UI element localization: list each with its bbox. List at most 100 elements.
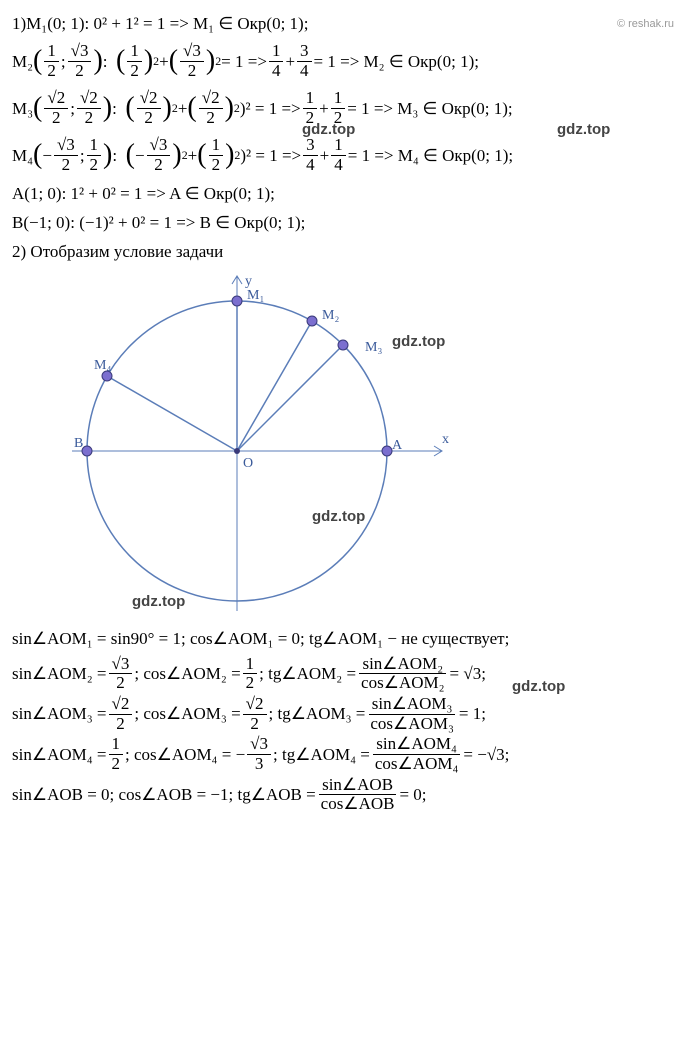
paren-sq: ): [206, 39, 215, 84]
m3-label: M₃: [12, 95, 33, 122]
m4-label: M₄: [12, 142, 33, 169]
frac: 12: [109, 735, 124, 773]
svg-text:B: B: [74, 436, 83, 451]
eq: )² = 1 =>: [240, 142, 301, 169]
frac: sin∠AOBcos∠AOB: [318, 776, 398, 814]
eq: = 1 =>: [221, 48, 267, 75]
plus: +: [159, 48, 169, 75]
neg: −: [42, 142, 52, 169]
tail: = 1 => M₄ ∈ Окр(0; 1);: [348, 142, 513, 169]
paren-close: ): [93, 39, 102, 84]
paren-open: (: [169, 39, 178, 84]
frac: 12: [243, 655, 258, 693]
svg-text:y: y: [245, 274, 252, 289]
gdz-watermark: gdz.top: [312, 505, 365, 529]
frac: √22: [109, 695, 133, 733]
sep: ;: [70, 95, 75, 122]
paren: ): [163, 86, 172, 131]
s2d-text: = √3;: [450, 660, 486, 687]
colon: :: [103, 48, 116, 75]
paren: ): [103, 86, 112, 131]
paren: (: [125, 86, 134, 131]
tail: = 1 => M₂ ∈ Окр(0; 1);: [314, 48, 479, 75]
frac: √22: [243, 695, 267, 733]
line-s5: sin∠AOB = 0; cos∠AOB = −1; tg∠AOB = sin∠…: [12, 776, 688, 814]
frac: √32: [54, 136, 78, 174]
s3d-text: = 1;: [459, 700, 486, 727]
eq: )² = 1 =>: [240, 95, 301, 122]
watermark: © reshak.ru: [617, 16, 674, 34]
s2c-text: ; tg∠AOM₂ =: [259, 660, 356, 687]
frac: √32: [109, 655, 133, 693]
line-s3: sin∠AOM₃ = √22 ; cos∠AOM₃ = √22 ; tg∠AOM…: [12, 695, 688, 733]
line-s1: sin∠AOM₁ = sin90° = 1; cos∠AOM₁ = 0; tg∠…: [12, 625, 688, 652]
s4a-text: sin∠AOM₄ =: [12, 741, 107, 768]
paren: ): [225, 133, 234, 178]
line-a: A(1; 0): 1² + 0² = 1 => A ∈ Окр(0; 1);: [12, 180, 688, 207]
plus: +: [188, 142, 198, 169]
frac: √32: [180, 42, 204, 80]
paren: (: [126, 133, 135, 178]
paren: (: [197, 133, 206, 178]
paren-open: (: [116, 39, 125, 84]
svg-text:M₂: M₂: [322, 308, 339, 323]
frac: √33: [247, 735, 271, 773]
frac: 12: [127, 42, 142, 80]
line-b: B(−1; 0): (−1)² + 0² = 1 => B ∈ Окр(0; 1…: [12, 209, 688, 236]
s3a-text: sin∠AOM₃ =: [12, 700, 107, 727]
paren: ): [225, 86, 234, 131]
s5a-text: sin∠AOB = 0; cos∠AOB = −1; tg∠AOB =: [12, 781, 316, 808]
paren: ): [172, 133, 181, 178]
paren-open: (: [33, 39, 42, 84]
s2a-text: sin∠AOM₂ =: [12, 660, 107, 687]
line-m2: M₂ ( 12 ; √32 ) : ( 12 )2 + ( √32 )2 = 1…: [12, 39, 688, 84]
frac: √32: [147, 136, 171, 174]
sep: ;: [61, 48, 66, 75]
line-m1: 1) M₁(0; 1): 0² + 1² = 1 => M₁ ∈ Окр(0; …: [12, 10, 688, 37]
svg-text:O: O: [243, 456, 253, 471]
svg-text:x: x: [442, 432, 449, 447]
frac: √22: [77, 89, 101, 127]
colon: :: [112, 142, 125, 169]
tail: = 1 => M₃ ∈ Окр(0; 1);: [347, 95, 512, 122]
paren: (: [187, 86, 196, 131]
frac: 12: [87, 136, 102, 174]
unit-circle-diagram: M₁ M₂ M₃ M₄ B A Ox y: [72, 271, 688, 619]
frac: √22: [137, 89, 161, 127]
line-2: 2) Отобразим условие задачи: [12, 238, 688, 265]
frac: 12: [44, 42, 59, 80]
gdz-watermark: gdz.top: [512, 675, 565, 699]
frac: √32: [68, 42, 92, 80]
gdz-watermark: gdz.top: [557, 118, 610, 142]
frac: sin∠AOM₄cos∠AOM₄: [372, 735, 462, 773]
plus: +: [178, 95, 188, 122]
line-s2: sin∠AOM₂ = √32 ; cos∠AOM₂ = 12 ; tg∠AOM₂…: [12, 655, 688, 693]
sep: ;: [80, 142, 85, 169]
gdz-watermark: gdz.top: [392, 330, 445, 354]
s3b-text: ; cos∠AOM₃ =: [134, 700, 240, 727]
frac: sin∠AOM₃cos∠AOM₃: [367, 695, 457, 733]
s3c-text: ; tg∠AOM₃ =: [269, 700, 366, 727]
s4b-text: ; cos∠AOM₄ = −: [125, 741, 245, 768]
paren: (: [33, 133, 42, 178]
svg-text:M₄: M₄: [94, 358, 111, 373]
line-s4: sin∠AOM₄ = 12 ; cos∠AOM₄ = − √33 ; tg∠AO…: [12, 735, 688, 773]
paren: (: [33, 86, 42, 131]
plus: +: [320, 142, 330, 169]
s4c-text: ; tg∠AOM₄ =: [273, 741, 370, 768]
plus: +: [285, 48, 295, 75]
paren: ): [103, 133, 112, 178]
svg-text:M₁: M₁: [247, 288, 264, 303]
s5b-text: = 0;: [399, 781, 426, 808]
frac: sin∠AOM₂cos∠AOM₂: [358, 655, 448, 693]
m1-text: M₁(0; 1): 0² + 1² = 1 => M₁ ∈ Окр(0; 1);: [26, 10, 308, 37]
frac: 34: [297, 42, 312, 80]
neg: −: [135, 142, 145, 169]
colon: :: [112, 95, 125, 122]
frac: 12: [209, 136, 224, 174]
svg-text:A: A: [392, 438, 403, 453]
gdz-watermark: gdz.top: [302, 118, 355, 142]
m2-label: M₂: [12, 48, 33, 75]
frac: √22: [44, 89, 68, 127]
svg-text:M₃: M₃: [365, 340, 382, 355]
